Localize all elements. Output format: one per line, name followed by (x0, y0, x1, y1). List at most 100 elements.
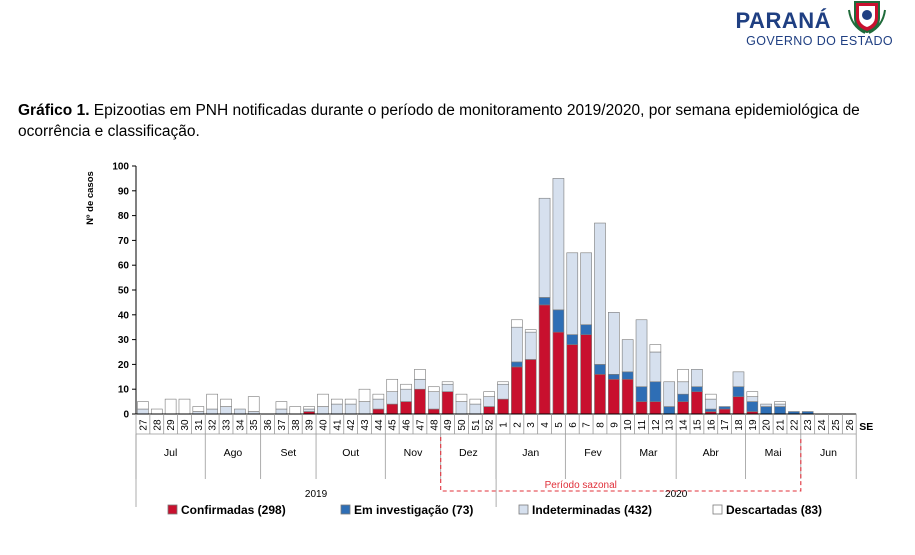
week-label: 18 (734, 419, 745, 431)
bar-segment (704, 393, 717, 400)
bar-segment (621, 339, 634, 373)
bar-segment (358, 388, 371, 402)
month-label: Set (280, 447, 296, 459)
week-label: 25 (831, 419, 842, 431)
bar-segment (524, 359, 537, 415)
bar-segment (594, 364, 606, 375)
figure-caption: Gráfico 1. Epizootias em PNH notificadas… (18, 100, 898, 142)
bar-segment (414, 369, 426, 380)
week-label: 51 (471, 419, 482, 431)
bar-segment (538, 197, 551, 298)
y-tick-label: 80 (118, 211, 130, 222)
week-label: 17 (720, 419, 731, 431)
week-label: 49 (443, 419, 454, 431)
bar-segment (455, 401, 468, 415)
bar-segment (718, 408, 731, 415)
bar-segment (497, 381, 509, 385)
bar-segment (441, 381, 454, 385)
week-label: 46 (402, 419, 413, 431)
bar-segment (386, 378, 399, 392)
y-tick-label: 90 (118, 186, 130, 197)
week-label: 29 (166, 419, 177, 431)
bar-segment (469, 403, 482, 415)
week-label: 6 (568, 422, 579, 428)
week-label: 31 (194, 419, 205, 431)
bar-segment (594, 222, 606, 365)
bar-segment (635, 386, 648, 402)
legend-label: Descartadas (83) (726, 503, 822, 517)
bar-segment (400, 401, 412, 415)
bar-segment (483, 391, 495, 397)
bar-segment (649, 351, 662, 383)
bar-segment (483, 396, 495, 407)
week-label: 2 (512, 422, 523, 428)
bar-segment (580, 324, 592, 335)
week-label: 52 (485, 419, 496, 431)
bar-segment (441, 383, 454, 392)
bar-segment (580, 334, 592, 415)
week-label: 30 (180, 419, 191, 431)
week-label: 12 (651, 419, 662, 431)
bar-segment (732, 371, 745, 388)
state-crest-icon (848, 1, 886, 34)
week-label: 14 (679, 419, 690, 431)
month-label: Fev (584, 447, 602, 459)
bar-segment (649, 401, 662, 415)
month-label: Jun (820, 447, 837, 459)
bar-segment (511, 361, 523, 368)
bar-segment (427, 408, 440, 415)
bar-segment (691, 386, 703, 392)
y-tick-label: 50 (118, 286, 130, 297)
bar-segment (774, 403, 786, 407)
week-label: 21 (776, 419, 787, 431)
month-label: Dez (459, 447, 478, 459)
legend-swatch (167, 504, 178, 515)
week-label: 20 (762, 419, 773, 431)
week-label: 1 (499, 422, 510, 428)
year-label: 2019 (305, 489, 328, 500)
bar-segment (497, 383, 509, 400)
bar-segment (303, 408, 315, 412)
week-label: 4 (540, 422, 551, 428)
bar-segment (691, 369, 703, 388)
bar-segment (206, 408, 218, 415)
bar-segment (704, 408, 717, 412)
y-tick-label: 20 (118, 360, 130, 371)
month-label: Ago (224, 447, 243, 459)
bar-segment (524, 331, 537, 360)
month-label: Mai (765, 447, 782, 459)
bar-segment (317, 406, 329, 415)
legend-label: Em investigação (73) (354, 503, 473, 517)
x-axis-label: SE (859, 421, 873, 433)
bar-segment (649, 344, 662, 353)
week-label: 40 (318, 419, 329, 431)
org-name: PARANÁ (735, 8, 831, 33)
bar-segment (663, 381, 676, 407)
org-subtitle: GOVERNO DO ESTADO (746, 34, 893, 48)
bar-segment (220, 406, 232, 415)
week-label: 38 (291, 419, 302, 431)
month-label: Mar (639, 447, 658, 459)
bar-segment (400, 388, 412, 402)
bar-segment (372, 398, 385, 410)
week-label: 50 (457, 419, 468, 431)
month-label: Jul (164, 447, 177, 459)
bar-segment (718, 406, 731, 410)
bar-segment (497, 398, 509, 415)
bar-segment (677, 381, 689, 395)
legend-label: Indeterminadas (432) (532, 503, 652, 517)
bar-segment (746, 401, 759, 412)
bar-segment (164, 398, 177, 415)
week-label: 11 (637, 419, 648, 430)
bar-segment (635, 319, 648, 388)
bar-segment (608, 374, 620, 380)
y-tick-label: 100 (112, 162, 129, 173)
bar-segment (386, 391, 399, 405)
y-tick-label: 30 (118, 335, 130, 346)
bar-segment (732, 396, 745, 415)
seasonal-period-label: Período sazonal (545, 480, 617, 491)
month-label: Out (342, 447, 359, 459)
bar-segment (580, 252, 592, 326)
seasonal-period-bracket (440, 437, 802, 492)
